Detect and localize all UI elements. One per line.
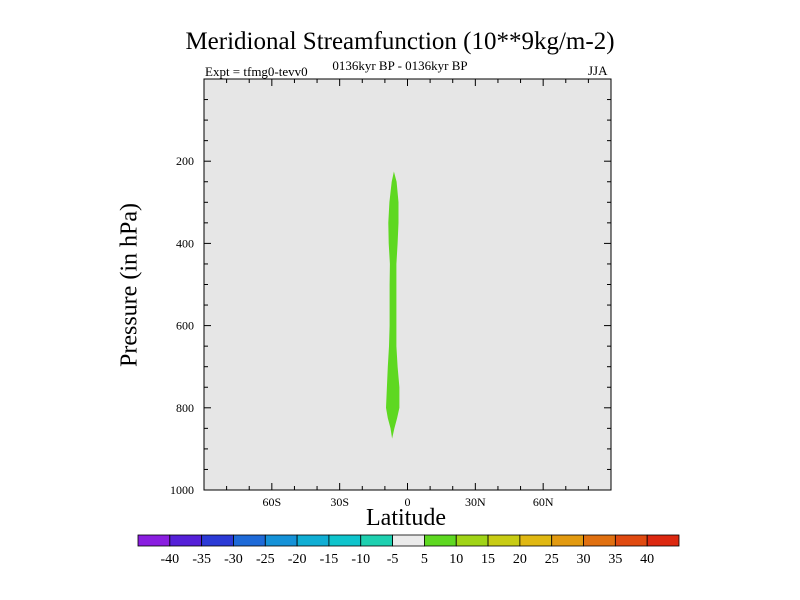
colorbar-swatch <box>296 534 330 547</box>
y-tick-label: 400 <box>176 236 194 250</box>
colorbar-label: -25 <box>256 552 275 567</box>
y-tick-label: 1000 <box>170 483 194 497</box>
x-tick-label: 60N <box>533 495 554 509</box>
season-label: JJA <box>588 63 608 78</box>
colorbar-label: -40 <box>160 552 179 567</box>
colorbar-label: -5 <box>387 552 399 567</box>
colorbar: -40 -35 -30 -25 -20 -15 -10 -5 5 10 15 20 25 30 35 40 <box>137 534 680 567</box>
positive-streamfunction-region <box>386 171 400 439</box>
colorbar-label: -35 <box>192 552 211 567</box>
colorbar-swatch <box>551 534 584 547</box>
colorbar-swatch <box>264 534 298 547</box>
colorbar-swatch <box>455 534 489 547</box>
colorbar-label: 30 <box>577 552 591 567</box>
colorbar-swatch <box>169 534 203 547</box>
colorbar-label: 20 <box>513 552 527 567</box>
x-axis-title: Latitude <box>366 505 446 531</box>
y-tick-label: 200 <box>176 154 194 168</box>
colorbar-swatch <box>328 534 362 547</box>
colorbar-label: -30 <box>224 552 243 567</box>
colorbar-swatch <box>583 534 616 547</box>
colorbar-label: 35 <box>608 552 622 567</box>
colorbar-swatch <box>646 534 680 547</box>
colorbar-swatch <box>137 534 171 547</box>
period-label: 0136kyr BP - 0136kyr BP <box>332 58 468 73</box>
colorbar-swatch <box>519 534 553 547</box>
colorbar-label: -10 <box>351 552 370 567</box>
colorbar-swatch <box>487 534 521 547</box>
x-tick-label: 30S <box>330 495 349 509</box>
colorbar-swatch <box>233 534 266 547</box>
colorbar-label: -20 <box>288 552 307 567</box>
x-tick-label: 60S <box>262 495 281 509</box>
colorbar-label: 15 <box>481 552 495 567</box>
plot-background <box>204 79 611 490</box>
chart-title: Meridional Streamfunction (10**9kg/m-2) <box>185 28 615 55</box>
experiment-label: Expt = tfmg0-tevv0 <box>205 64 308 79</box>
colorbar-label: -15 <box>320 552 339 567</box>
y-tick-label: 600 <box>176 319 194 333</box>
colorbar-label: 25 <box>545 552 559 567</box>
colorbar-swatch <box>201 534 234 547</box>
colorbar-label: 10 <box>449 552 463 567</box>
y-axis-ticks: 200 400 600 800 1000 <box>170 99 611 497</box>
colorbar-swatch <box>360 534 393 547</box>
x-tick-label: 0 <box>405 495 411 509</box>
colorbar-swatch <box>392 534 425 547</box>
plot-frame <box>203 78 612 491</box>
colorbar-label: 5 <box>421 552 428 567</box>
x-axis-ticks: 60S 30S 0 30N 60N <box>226 79 589 509</box>
y-tick-label: 800 <box>176 401 194 415</box>
colorbar-label: 40 <box>640 552 654 567</box>
x-tick-label: 30N <box>465 495 486 509</box>
colorbar-swatch <box>614 534 648 547</box>
colorbar-swatch <box>424 534 457 547</box>
